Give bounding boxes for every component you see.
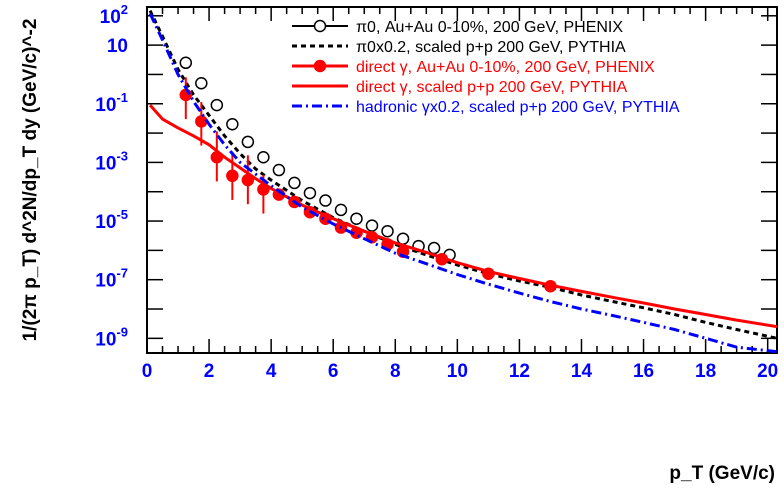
- x-tick-label: 14: [571, 361, 593, 382]
- legend-marker: [313, 19, 327, 33]
- pi0-data-point: [381, 224, 394, 238]
- x-tick-labels: 0 2 4 6 8 10 12 14 16 18 20: [142, 361, 779, 382]
- pi0-data-point: [319, 194, 332, 207]
- pi0-data-point: [241, 135, 255, 149]
- x-tick-label: 10: [447, 361, 468, 382]
- legend-entry: direct γ, scaled p+p 200 GeV, PYTHIA: [356, 79, 627, 96]
- y-tick-label: 10-1: [95, 90, 128, 116]
- direct-gamma-data-point: [226, 169, 239, 183]
- y-tick-label: 10-5: [95, 207, 128, 233]
- x-tick-label: 6: [328, 361, 339, 382]
- y-tick-label: 102: [100, 2, 128, 28]
- x-tick-label: 2: [204, 361, 215, 382]
- x-axis-title: p_T (GeV/c): [669, 463, 775, 484]
- legend: π0, Au+Au 0-10%, 200 GeV, PHENIX π0x0.2, …: [292, 19, 680, 116]
- pi0-data-point: [210, 98, 224, 112]
- legend-entry: hadronic γx0.2, scaled p+p 200 GeV, PYTH…: [356, 99, 680, 116]
- x-tick-label: 12: [509, 361, 530, 382]
- pi0-data-point: [226, 118, 239, 131]
- x-tick-label: 8: [390, 361, 401, 382]
- pi0-data-point: [195, 77, 208, 90]
- pi0-data-point: [179, 56, 193, 70]
- legend-entry: π0, Au+Au 0-10%, 200 GeV, PHENIX: [356, 19, 623, 36]
- pi0-data-point: [334, 203, 348, 217]
- series-layer: [148, 9, 777, 353]
- x-tick-label: 0: [142, 361, 153, 382]
- pi0-data-point: [350, 212, 363, 225]
- plot-frame: [146, 6, 778, 354]
- legend-entry: direct γ, Au+Au 0-10%, 200 GeV, PHENIX: [356, 59, 655, 76]
- direct-gamma-data-point: [195, 115, 208, 128]
- pi0-data-point: [257, 150, 270, 164]
- y-tick-label: 10-3: [95, 148, 128, 174]
- x-tick-label: 20: [757, 361, 778, 382]
- y-tick-label: 10: [107, 36, 128, 57]
- x-tick-label: 16: [633, 361, 654, 382]
- x-tick-label: 18: [695, 361, 716, 382]
- axis-ticks: [146, 7, 777, 353]
- y-axis-title: 1/(2π p_T) d^2N/dp_T dy (GeV/c)^-2: [20, 19, 41, 342]
- pi0-data-point: [272, 163, 286, 177]
- direct-gamma-data-point: [179, 88, 193, 102]
- y-tick-label: 10-9: [95, 324, 128, 350]
- y-tick-label: 10-7: [95, 266, 128, 292]
- pi0-data-point: [303, 186, 317, 200]
- series-line-4: [148, 12, 777, 353]
- legend-entry: π0x0.2, scaled p+p 200 GeV, PYTHIA: [356, 39, 626, 56]
- pi0-data-point: [427, 241, 441, 255]
- pi0-data-point: [365, 219, 379, 232]
- legend-marker: [313, 59, 327, 73]
- pi0-data-point: [288, 176, 301, 190]
- y-tick-labels: 10-9 10-7 10-5 10-3 10-1 10 102: [95, 2, 128, 351]
- x-tick-label: 4: [266, 361, 277, 382]
- series-line-3: [148, 104, 777, 329]
